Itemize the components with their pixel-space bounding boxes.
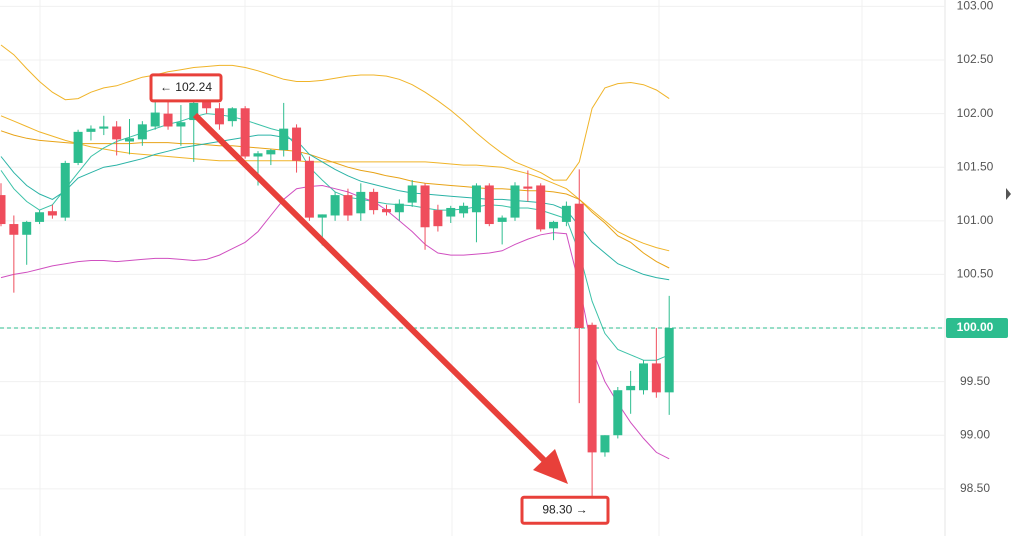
y-tick-label: 99.00 (960, 427, 990, 441)
indicator-line (0, 115, 670, 252)
candle-body (394, 203, 404, 213)
candle-body (304, 160, 314, 218)
y-tick-label: 102.50 (957, 52, 994, 66)
y-tick-label: 101.50 (957, 159, 994, 173)
candle-body (317, 214, 327, 218)
indicator-line (0, 134, 670, 281)
candle-body (189, 102, 199, 121)
annotation-label: 98.30 → (542, 502, 587, 516)
last-price-box (946, 318, 1008, 339)
candle-body (99, 126, 109, 129)
candle-body (639, 363, 648, 391)
candle-body (433, 210, 443, 227)
candle-body (292, 127, 302, 161)
last-price-label: 100.00 (957, 320, 994, 334)
annotation-box (520, 495, 610, 525)
candle-body (497, 217, 507, 222)
candle-body (330, 195, 340, 216)
candle-body (343, 195, 353, 216)
candle-body (471, 185, 481, 213)
indicator-line (0, 184, 670, 460)
candle-body (574, 203, 584, 329)
candle-body (86, 128, 96, 132)
candle-body (407, 185, 417, 203)
candle-body (73, 131, 83, 163)
arrow-head (533, 449, 568, 484)
y-tick-label: 103.00 (957, 0, 994, 13)
candle-body (279, 128, 289, 151)
candle-body (523, 186, 533, 189)
candle-body (202, 100, 212, 109)
candle-body (60, 162, 70, 218)
candle-body (240, 108, 250, 157)
candle-body (382, 209, 391, 213)
indicator-line (0, 113, 670, 361)
candle-body (176, 122, 186, 127)
candle-body (0, 195, 6, 225)
candle-body (22, 221, 32, 235)
candle-body (35, 212, 45, 222)
candle-body (446, 207, 456, 217)
scroll-arrow[interactable] (1006, 188, 1011, 200)
candle-body (47, 211, 57, 216)
candle-body (549, 221, 559, 229)
candle-body (369, 191, 379, 211)
candle-body (420, 185, 430, 228)
candle-body (150, 112, 160, 127)
indicator-line (0, 44, 670, 181)
candle-body (510, 185, 520, 218)
candle-body (137, 124, 147, 140)
candle-body (484, 185, 494, 225)
candle-body (253, 153, 263, 157)
candle-body (227, 108, 237, 122)
candle-body (536, 185, 546, 230)
candle-body (613, 390, 623, 436)
y-tick-label: 99.50 (960, 374, 990, 388)
candle-body (626, 385, 636, 391)
y-tick-label: 98.50 (960, 481, 990, 495)
candle-body (664, 328, 674, 393)
y-tick-label: 101.00 (957, 213, 994, 227)
annotation-box (149, 73, 223, 103)
candle-body (163, 113, 173, 127)
candle-body (561, 205, 571, 222)
annotation-label: ← 102.24 (160, 80, 212, 94)
candle-body (9, 224, 19, 235)
y-tick-label: 100.50 (957, 267, 994, 281)
candle-body (587, 324, 597, 453)
candle-body (356, 191, 366, 214)
candle-body (112, 126, 122, 140)
arrow-shaft (192, 112, 555, 471)
candle-body (214, 108, 224, 125)
candle-body (651, 363, 661, 393)
candle-body (459, 205, 469, 214)
candle-body (266, 150, 276, 155)
candle-body (125, 138, 134, 142)
y-tick-label: 102.00 (957, 106, 994, 120)
vertical-grid (39, 0, 863, 536)
candle-body (600, 435, 610, 453)
